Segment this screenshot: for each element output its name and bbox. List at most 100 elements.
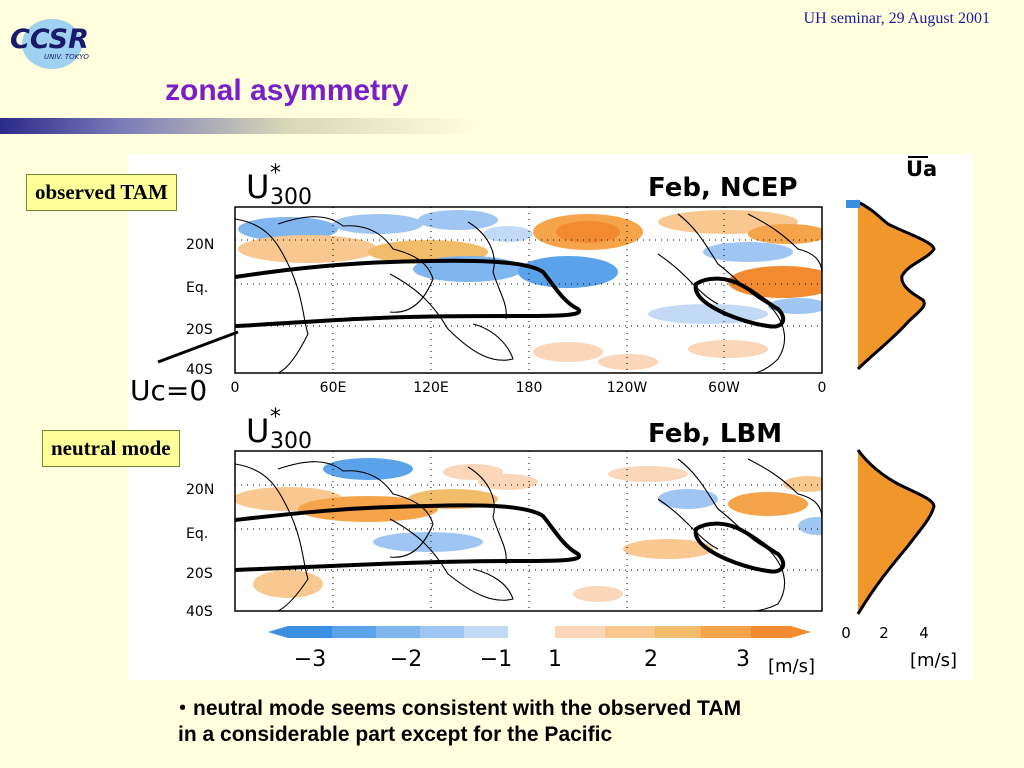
colorbar-tick: −3 (294, 647, 326, 672)
logo-subtext: UNIV. TOKYO (44, 53, 89, 61)
colorbar-pos-tip (791, 626, 811, 638)
anomaly-negative (798, 517, 822, 535)
profile-top-fill (856, 201, 934, 369)
title-underline (0, 118, 480, 134)
lat-tick-40s: 40S (186, 604, 213, 620)
lat-tick-eq: Eq. (186, 526, 208, 542)
uc-zero-contour-top (234, 258, 786, 329)
profile-tick-4: 4 (919, 624, 929, 642)
profile-ticks: 0 2 4 (841, 624, 929, 642)
panel-bottom-field (235, 458, 822, 602)
profile-tick-2: 2 (879, 624, 889, 642)
panel-bottom-star: * (270, 405, 281, 430)
bullet-line-1: ・neutral mode seems consistent with the … (172, 697, 742, 720)
ua-label: Ua (906, 157, 937, 181)
lon-tick-0: 0 (231, 380, 240, 396)
anomaly-negative (768, 298, 822, 314)
profile-unit: [m/s] (910, 650, 957, 671)
anomaly-positive (238, 235, 378, 263)
lat-tick-20n: 20N (186, 482, 214, 498)
colorbar-tick: 1 (548, 647, 562, 672)
panel-top-var: U (246, 168, 269, 206)
lat-tick-20s: 20S (186, 322, 213, 338)
anomaly-negative (418, 210, 498, 230)
colorbar-neg-tip (268, 626, 288, 638)
lon-tick-120w: 120W (607, 380, 648, 396)
logo-globe (22, 19, 82, 69)
anomaly-negative (483, 226, 533, 242)
ccsr-logo: CCSR UNIV. TOKYO (10, 19, 89, 69)
lat-tick-20s: 20S (186, 566, 213, 582)
panel-bottom-grid (235, 451, 822, 611)
lat-tick-40s: 40S (186, 362, 213, 378)
anomaly-negative (238, 217, 338, 241)
lon-tick-0-end: 0 (818, 380, 827, 396)
neutral-mode-label: neutral mode (42, 430, 180, 467)
anomaly-positive (783, 476, 822, 492)
colorbar-swatch (605, 626, 655, 638)
colorbar-swatch (555, 626, 605, 638)
observed-tam-label: observed TAM (26, 174, 177, 211)
colorbar-swatch (655, 626, 701, 638)
anomaly-negative (323, 458, 413, 480)
profile-bottom: 0 2 4 [m/s] (841, 449, 957, 671)
panel-bottom-frame (234, 450, 823, 612)
anomaly-positive (533, 342, 603, 362)
panel-top-lon-ticks: 0 60E 120E 180 120W 60W 0 (231, 380, 827, 396)
panel-top-lat-ticks: 20N Eq. 20S 40S (186, 237, 214, 378)
colorbar-swatch (751, 626, 791, 638)
panel-bottom-var: U (246, 412, 269, 450)
anomaly-positive (688, 340, 768, 358)
colorbar-tick: −1 (480, 647, 512, 672)
colorbar-tick: −2 (390, 647, 422, 672)
anomaly-positive (443, 464, 503, 480)
profile-bottom-fill (858, 450, 934, 614)
lat-tick-eq: Eq. (186, 280, 208, 296)
panel-top-tag: Feb, NCEP (648, 173, 798, 203)
colorbar-swatch (288, 626, 332, 638)
colorbar-tick: 2 (644, 647, 658, 672)
anomaly-positive (598, 354, 658, 370)
lon-tick-120e: 120E (413, 380, 449, 396)
logo-text: CCSR (10, 24, 89, 55)
uc-pointer-line (157, 330, 239, 364)
profile-top-negative-tip (846, 200, 860, 208)
lon-tick-60w: 60W (708, 380, 740, 396)
panel-bottom-tag: Feb, LBM (648, 419, 782, 449)
profile-top-curve (855, 199, 936, 371)
colorbar-tick: 3 (736, 647, 750, 672)
anomaly-positive (623, 539, 713, 559)
colorbar-unit: [m/s] (768, 656, 815, 677)
panel-top-grid (235, 207, 822, 373)
anomaly-positive (573, 586, 623, 602)
anomaly-negative (703, 242, 793, 262)
anomaly-negative (518, 256, 618, 288)
panel-top-frame (234, 206, 823, 374)
anomaly-positive (728, 492, 808, 516)
uc-label: Uc=0 (130, 374, 207, 407)
uc-zero-contour-bottom (234, 503, 786, 574)
colorbar: −3 −2 −1 1 2 3 [m/s] (268, 626, 815, 677)
lat-tick-20n: 20N (186, 237, 214, 253)
anomaly-positive (253, 570, 323, 598)
panel-top-star: * (270, 161, 281, 186)
colorbar-swatch (376, 626, 420, 638)
anomaly-positive (478, 474, 538, 490)
profile-top (846, 199, 936, 371)
anomaly-positive (556, 221, 620, 243)
anomaly-negative (658, 489, 718, 509)
zonal-asymmetry-figure: U * 3 0 0 Feb, NCEP (128, 154, 973, 680)
seminar-caption: UH seminar, 29 August 2001 (803, 10, 990, 27)
panel-bottom-lat-ticks: 20N Eq. 20S 40S (186, 482, 214, 620)
panel-bottom-coastlines (235, 458, 822, 611)
anomaly-positive (748, 224, 822, 244)
panel-bottom: U * 300 Feb, LBM (186, 405, 823, 620)
anomaly-negative (373, 532, 483, 552)
slide-title: zonal asymmetry (165, 74, 409, 107)
colorbar-swatch (332, 626, 376, 638)
profile-bottom-curve (856, 449, 936, 615)
colorbar-swatch (464, 626, 508, 638)
profile-tick-0: 0 (841, 624, 851, 642)
lon-tick-60e: 60E (320, 380, 347, 396)
colorbar-swatch (420, 626, 464, 638)
